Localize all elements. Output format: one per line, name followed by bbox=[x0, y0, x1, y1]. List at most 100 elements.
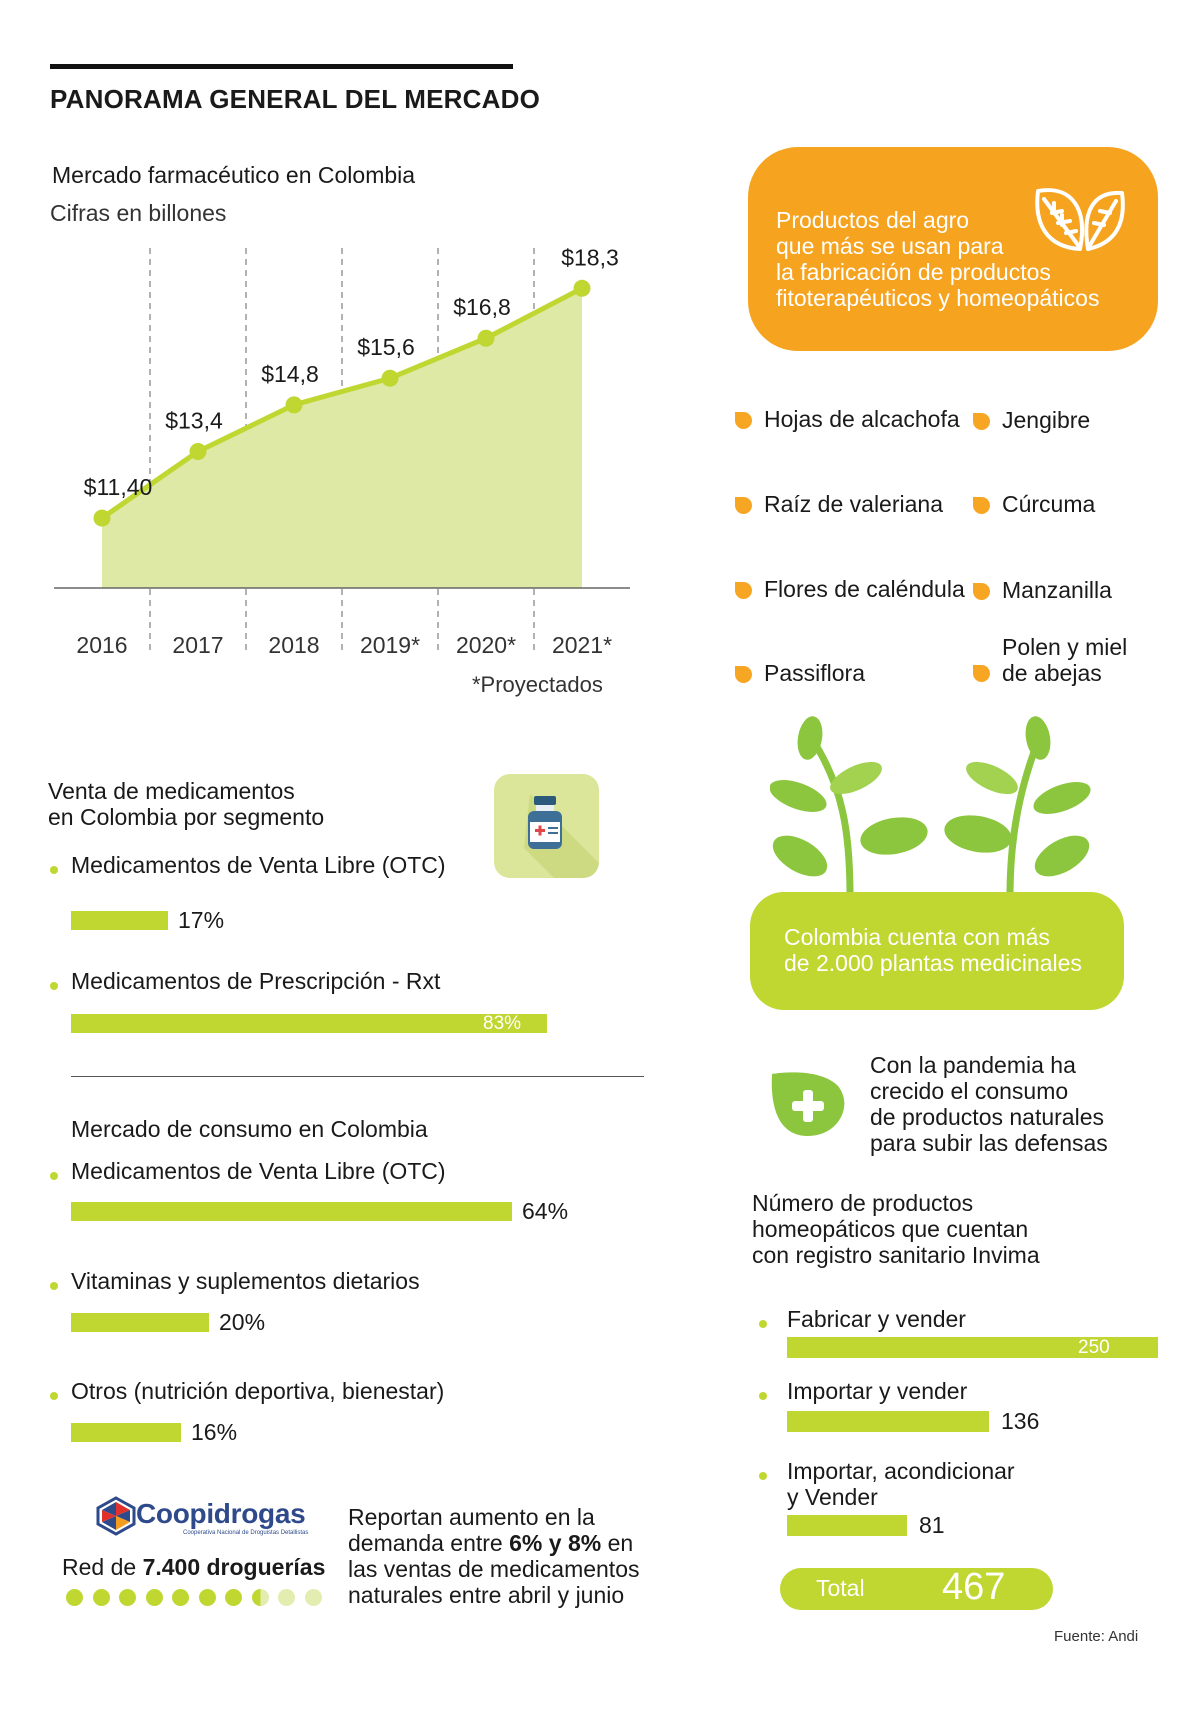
homeo-label-line2: y Vender bbox=[787, 1484, 878, 1510]
progress-dot bbox=[225, 1589, 242, 1606]
bullet-dot bbox=[50, 1172, 58, 1180]
leaf-bullet-icon bbox=[973, 413, 990, 430]
pandemia-line2: crecido el consumo bbox=[870, 1078, 1069, 1104]
agro-item: Cúrcuma bbox=[1002, 491, 1096, 517]
coopidrogas-text-line4: naturales entre abril y junio bbox=[348, 1582, 625, 1608]
medicine-bottle-icon bbox=[494, 774, 599, 878]
homeo-label: Fabricar y vender bbox=[787, 1306, 966, 1332]
progress-dot bbox=[278, 1589, 295, 1606]
consumo-value: 16% bbox=[191, 1419, 238, 1445]
page-title: PANORAMA GENERAL DEL MERCADO bbox=[50, 84, 540, 114]
agro-box-line1: Productos del agro bbox=[776, 207, 970, 233]
leaf-bullet-icon bbox=[973, 583, 990, 600]
progress-dot bbox=[92, 1589, 110, 1606]
leaves-icon bbox=[1035, 188, 1125, 251]
progress-dot bbox=[172, 1589, 189, 1606]
data-point bbox=[189, 442, 207, 460]
total-value: 467 bbox=[942, 1566, 1006, 1608]
text-l2a: demanda entre bbox=[348, 1530, 510, 1556]
chart-note: *Proyectados bbox=[472, 672, 603, 697]
progress-dot bbox=[304, 1589, 322, 1606]
total-pill: Total 467 bbox=[780, 1566, 1053, 1610]
x-tick-label: 2017 bbox=[172, 632, 223, 658]
homeo-bar bbox=[787, 1411, 989, 1432]
data-point bbox=[381, 369, 399, 387]
plantas-box: Colombia cuenta con más de 2.000 plantas… bbox=[750, 892, 1124, 1010]
segment-bar bbox=[71, 911, 168, 930]
pandemia-line3: de productos naturales bbox=[870, 1104, 1104, 1130]
bullet-dot bbox=[50, 866, 58, 874]
data-point bbox=[285, 396, 303, 414]
progress-dot bbox=[66, 1589, 83, 1606]
consumo-bar bbox=[71, 1313, 209, 1332]
agro-box-line4: fitoterapéuticos y homeopáticos bbox=[776, 285, 1100, 311]
leaf-bullet-icon bbox=[735, 582, 752, 599]
data-label: $16,8 bbox=[453, 294, 511, 320]
text-l2c: en bbox=[601, 1530, 634, 1556]
agro-item: Polen y miel bbox=[1002, 634, 1128, 660]
progress-dot bbox=[119, 1589, 136, 1606]
agro-item: Flores de caléndula bbox=[764, 576, 965, 602]
agro-box-line2: que más se usan para bbox=[776, 233, 1004, 259]
leaf-bullet-icon bbox=[735, 412, 752, 429]
red-droguerias: Red de 7.400 droguerías bbox=[62, 1554, 325, 1581]
segment-value: 17% bbox=[178, 907, 225, 933]
plantas-line1: Colombia cuenta con más bbox=[784, 924, 1050, 950]
x-tick-label: 2021* bbox=[552, 632, 612, 658]
market-area-chart: $11,40 2016 $13,4 2017 $14,8 2018 $15,6 2019* $1… bbox=[54, 244, 630, 658]
coopidrogas-text-line3: las ventas de medicamentos bbox=[348, 1556, 640, 1582]
pandemia-text: Con la pandemia ha crecido el consumo de… bbox=[870, 1052, 1108, 1156]
segment-label: Medicamentos de Venta Libre (OTC) bbox=[71, 852, 446, 878]
segment-value: 83% bbox=[483, 1013, 522, 1034]
homeo-title: Número de productos homeopáticos que cue… bbox=[752, 1190, 1040, 1268]
coopidrogas-logo-text: Coopidrogas bbox=[136, 1498, 306, 1529]
data-point bbox=[93, 509, 111, 527]
segment-label: Medicamentos de Prescripción - Rxt bbox=[71, 968, 441, 994]
leaf-bullet-icon bbox=[973, 665, 990, 682]
consumo-bar bbox=[71, 1202, 512, 1221]
agro-item: de abejas bbox=[1002, 660, 1102, 686]
x-tick-label: 2018 bbox=[268, 632, 319, 658]
coopidrogas-logo-icon bbox=[94, 1496, 138, 1536]
bullet-dot bbox=[50, 1282, 58, 1290]
agro-item: Manzanilla bbox=[1002, 577, 1112, 603]
leaf-bullet-icon bbox=[735, 666, 752, 683]
data-point bbox=[477, 329, 495, 347]
consumo-value: 64% bbox=[522, 1198, 569, 1224]
homeo-title-line2: homeopáticos que cuentan bbox=[752, 1216, 1029, 1242]
chart-title: Mercado farmacéutico en Colombia bbox=[52, 162, 416, 188]
area-fill bbox=[102, 288, 582, 588]
consumo-label: Medicamentos de Venta Libre (OTC) bbox=[71, 1158, 446, 1184]
homeo-bar bbox=[787, 1515, 907, 1536]
agro-item: Jengibre bbox=[1002, 407, 1091, 433]
data-label: $13,4 bbox=[165, 407, 223, 433]
homeo-label-line1: Importar, acondicionar bbox=[787, 1458, 1015, 1484]
x-tick-label: 2020* bbox=[456, 632, 516, 658]
homeo-title-line1: Número de productos bbox=[752, 1190, 974, 1216]
agro-item: Hojas de alcachofa bbox=[764, 406, 960, 432]
series-line bbox=[100, 286, 584, 521]
plus-leaf-icon bbox=[771, 1072, 845, 1136]
chart-subtitle: Cifras en billones bbox=[50, 200, 227, 226]
bullet-dot bbox=[50, 982, 58, 990]
progress-dot bbox=[198, 1589, 216, 1606]
bullet-dot bbox=[759, 1472, 767, 1480]
data-label: $11,40 bbox=[84, 474, 153, 500]
data-point bbox=[573, 279, 591, 297]
consumo-label: Vitaminas y suplementos dietarios bbox=[71, 1268, 420, 1294]
consumo-label: Otros (nutrición deportiva, bienestar) bbox=[71, 1378, 445, 1404]
pandemia-line1: Con la pandemia ha bbox=[870, 1052, 1076, 1078]
progress-dot bbox=[145, 1589, 163, 1606]
bullet-dot bbox=[50, 1392, 58, 1400]
consumo-value: 20% bbox=[219, 1309, 266, 1335]
coopidrogas-tagline: Cooperativa Nacional de Droguistas Detal… bbox=[183, 1530, 309, 1536]
agro-item: Passiflora bbox=[764, 660, 865, 686]
pandemia-line4: para subir las defensas bbox=[870, 1130, 1108, 1156]
data-label: $14,8 bbox=[261, 361, 319, 387]
plantas-line2: de 2.000 plantas medicinales bbox=[784, 950, 1082, 976]
title-rule bbox=[50, 64, 513, 69]
section-divider bbox=[71, 1076, 644, 1077]
progress-dot bbox=[251, 1589, 269, 1606]
agro-box-line3: la fabricación de productos bbox=[776, 259, 1051, 285]
bullet-dot bbox=[759, 1392, 767, 1400]
